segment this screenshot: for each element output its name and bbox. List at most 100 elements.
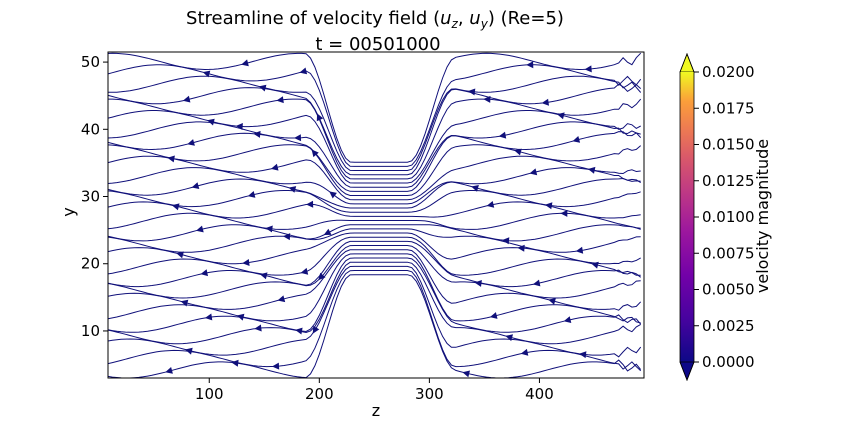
flow-arrow [299,67,308,75]
obstacle-lower [350,290,410,378]
chart-subtitle: t = 00501000 [315,34,440,55]
y-tick-label: 50 [81,53,100,71]
flow-arrow [288,186,297,193]
y-tick-label: 40 [81,120,100,138]
flow-arrow [587,166,596,174]
colorbar-tick-label: 0.0050 [702,281,755,299]
flow-arrow [502,237,510,245]
flow-arrow [329,191,337,199]
streamline [108,167,641,205]
flow-arrow [541,98,549,106]
streamline [108,228,641,253]
streamline [108,232,641,265]
colorbar-extend-max [679,52,695,73]
x-tick-label: 100 [195,385,224,403]
flow-arrow [579,351,587,359]
y-tick-label: 30 [81,188,100,206]
streamline [108,201,641,219]
streamline [108,274,642,378]
y-axis-ticks: 10 20 30 40 50 [81,53,108,340]
flow-arrow [276,96,284,104]
flow-arrow [306,200,314,208]
flow-arrow [489,312,498,319]
flow-arrow [180,299,189,307]
flow-arrow [575,246,584,254]
streamline [108,190,641,213]
flow-arrow [253,130,261,138]
flow-arrow [295,327,303,335]
flow-arrow [196,225,204,233]
flow-arrow [300,267,309,275]
flow-arrow [200,269,208,277]
flow-arrow [467,88,476,96]
streamline [108,236,641,276]
flow-arrow [231,359,239,367]
colorbar-tick-label: 0.0000 [702,353,755,371]
streamline [108,83,642,176]
flow-arrow [498,131,507,139]
flow-arrow [462,370,470,378]
flow-arrow [563,316,572,323]
flow-arrow [572,136,581,143]
flow-arrow [294,134,302,142]
flow-arrow [312,325,320,334]
y-tick-label: 10 [81,322,100,340]
flow-arrow [242,259,250,266]
flow-arrow [544,202,553,210]
streamlines [108,52,642,378]
x-axis-ticks: 100 200 300 400 [195,378,554,403]
flow-arrow [520,348,529,356]
x-tick-label: 400 [525,385,554,403]
streamline [108,257,642,333]
flow-arrow [247,191,256,198]
streamline [108,245,641,299]
streamline [108,265,642,358]
x-tick-label: 200 [305,385,334,403]
colorbar-tick-label: 0.0125 [702,172,755,190]
flow-arrow [176,251,184,259]
flow-arrow [316,113,324,122]
flow-arrow [270,163,279,171]
y-tick-label: 20 [81,255,100,273]
x-tick-label: 300 [415,385,444,403]
flow-arrow [277,295,286,303]
colorbar-gradient [680,72,694,362]
obstacle-layer [350,52,410,378]
flow-arrow [207,118,215,126]
flow-arrow [532,279,541,287]
plot-area [107,51,645,379]
streamline [108,121,642,188]
flow-arrow [471,185,479,192]
flow-arrow [265,225,273,233]
colorbar-tick-label: 0.0150 [702,136,755,154]
streamline [108,144,642,196]
flow-arrow [185,347,193,355]
flow-arrow [272,362,280,370]
streamline [108,98,642,180]
streamline [108,212,641,230]
flow-arrow [191,182,200,189]
colorbar-tick-label: 0.0025 [702,317,755,335]
flow-arrow [323,228,332,235]
colorbar-extend-min [679,361,695,382]
flow-arrow [560,209,568,217]
flow-arrow [474,280,482,287]
streamline [108,75,642,171]
y-axis-label: y [59,207,78,216]
streamline [108,131,641,192]
flow-arrow [254,324,262,332]
flow-arrow [514,148,522,156]
flow-arrow [548,298,556,305]
colorbar-tick-label: 0.0175 [702,99,755,117]
colorbar-tick-label: 0.0100 [702,208,755,226]
flow-arrow [236,313,245,321]
flow-arrow [584,65,592,73]
colorbar-label: velocity magnitude [753,139,772,293]
flow-arrow [204,313,213,321]
colorbar-tick-label: 0.0075 [702,244,755,262]
flow-arrow [505,334,513,342]
obstacle-upper [350,52,410,150]
x-axis-label: z [372,401,380,420]
flow-arrow [235,123,243,130]
